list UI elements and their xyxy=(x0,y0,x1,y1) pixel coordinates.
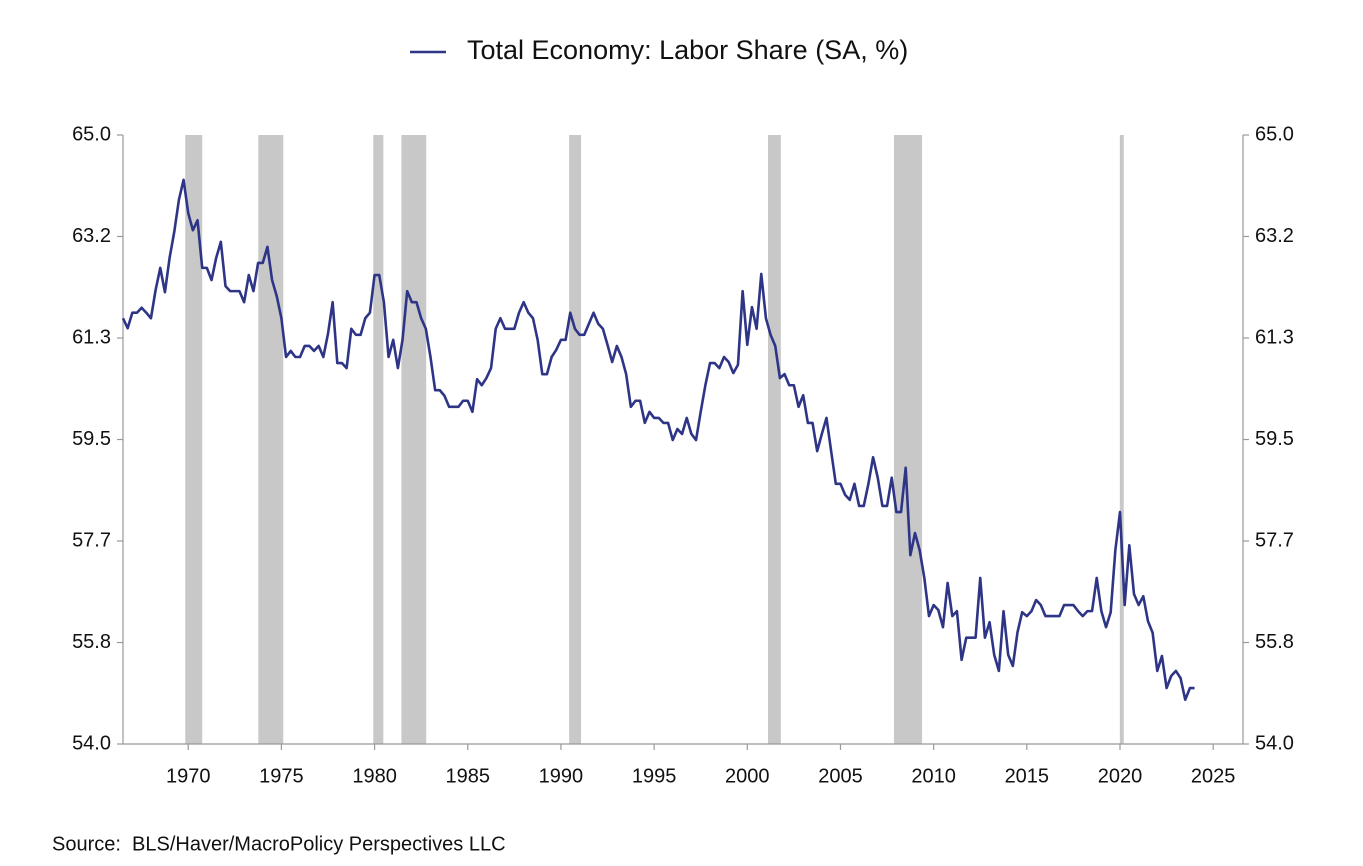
x-tick-label: 1985 xyxy=(446,765,491,787)
x-tick-label: 2025 xyxy=(1191,765,1236,787)
x-tick-label: 2020 xyxy=(1098,765,1143,787)
recession-band xyxy=(258,135,284,744)
series-line xyxy=(121,178,1195,702)
y-tick-label: 59.5 xyxy=(72,428,111,450)
x-tick-label: 1970 xyxy=(166,765,211,787)
recession-band xyxy=(185,135,203,744)
y-tick-label: 61.3 xyxy=(72,326,111,348)
x-tick-label: 1990 xyxy=(539,765,584,787)
y2-tick-label: 59.5 xyxy=(1255,428,1294,450)
recession-band xyxy=(401,135,427,744)
y2-tick-label: 63.2 xyxy=(1255,225,1294,247)
x-tick-label: 2005 xyxy=(818,765,863,787)
y2-tick-label: 55.8 xyxy=(1255,631,1294,653)
x-tick-label: 1980 xyxy=(352,765,397,787)
recession-band xyxy=(1119,135,1124,744)
y-tick-label: 57.7 xyxy=(72,529,111,551)
x-tick-label: 2000 xyxy=(725,765,770,787)
y-tick-label: 63.2 xyxy=(72,225,111,247)
y-tick-label: 55.8 xyxy=(72,631,111,653)
legend-label: Total Economy: Labor Share (SA, %) xyxy=(467,35,908,65)
y2-tick-label: 54.0 xyxy=(1255,732,1294,754)
y2-tick-label: 61.3 xyxy=(1255,326,1294,348)
x-tick-label: 2015 xyxy=(1005,765,1050,787)
x-tick-label: 1975 xyxy=(259,765,304,787)
recession-band xyxy=(569,135,582,744)
x-tick-label: 1995 xyxy=(632,765,677,787)
y2-tick-label: 65.0 xyxy=(1255,123,1294,145)
recession-band xyxy=(373,135,384,744)
recession-band xyxy=(893,135,923,744)
y-tick-label: 65.0 xyxy=(72,123,111,145)
x-tick-label: 2010 xyxy=(911,765,956,787)
y2-tick-label: 57.7 xyxy=(1255,529,1294,551)
source-note: Source: BLS/Haver/MacroPolicy Perspectiv… xyxy=(52,833,506,855)
y-tick-label: 54.0 xyxy=(72,732,111,754)
recession-band xyxy=(767,135,781,744)
